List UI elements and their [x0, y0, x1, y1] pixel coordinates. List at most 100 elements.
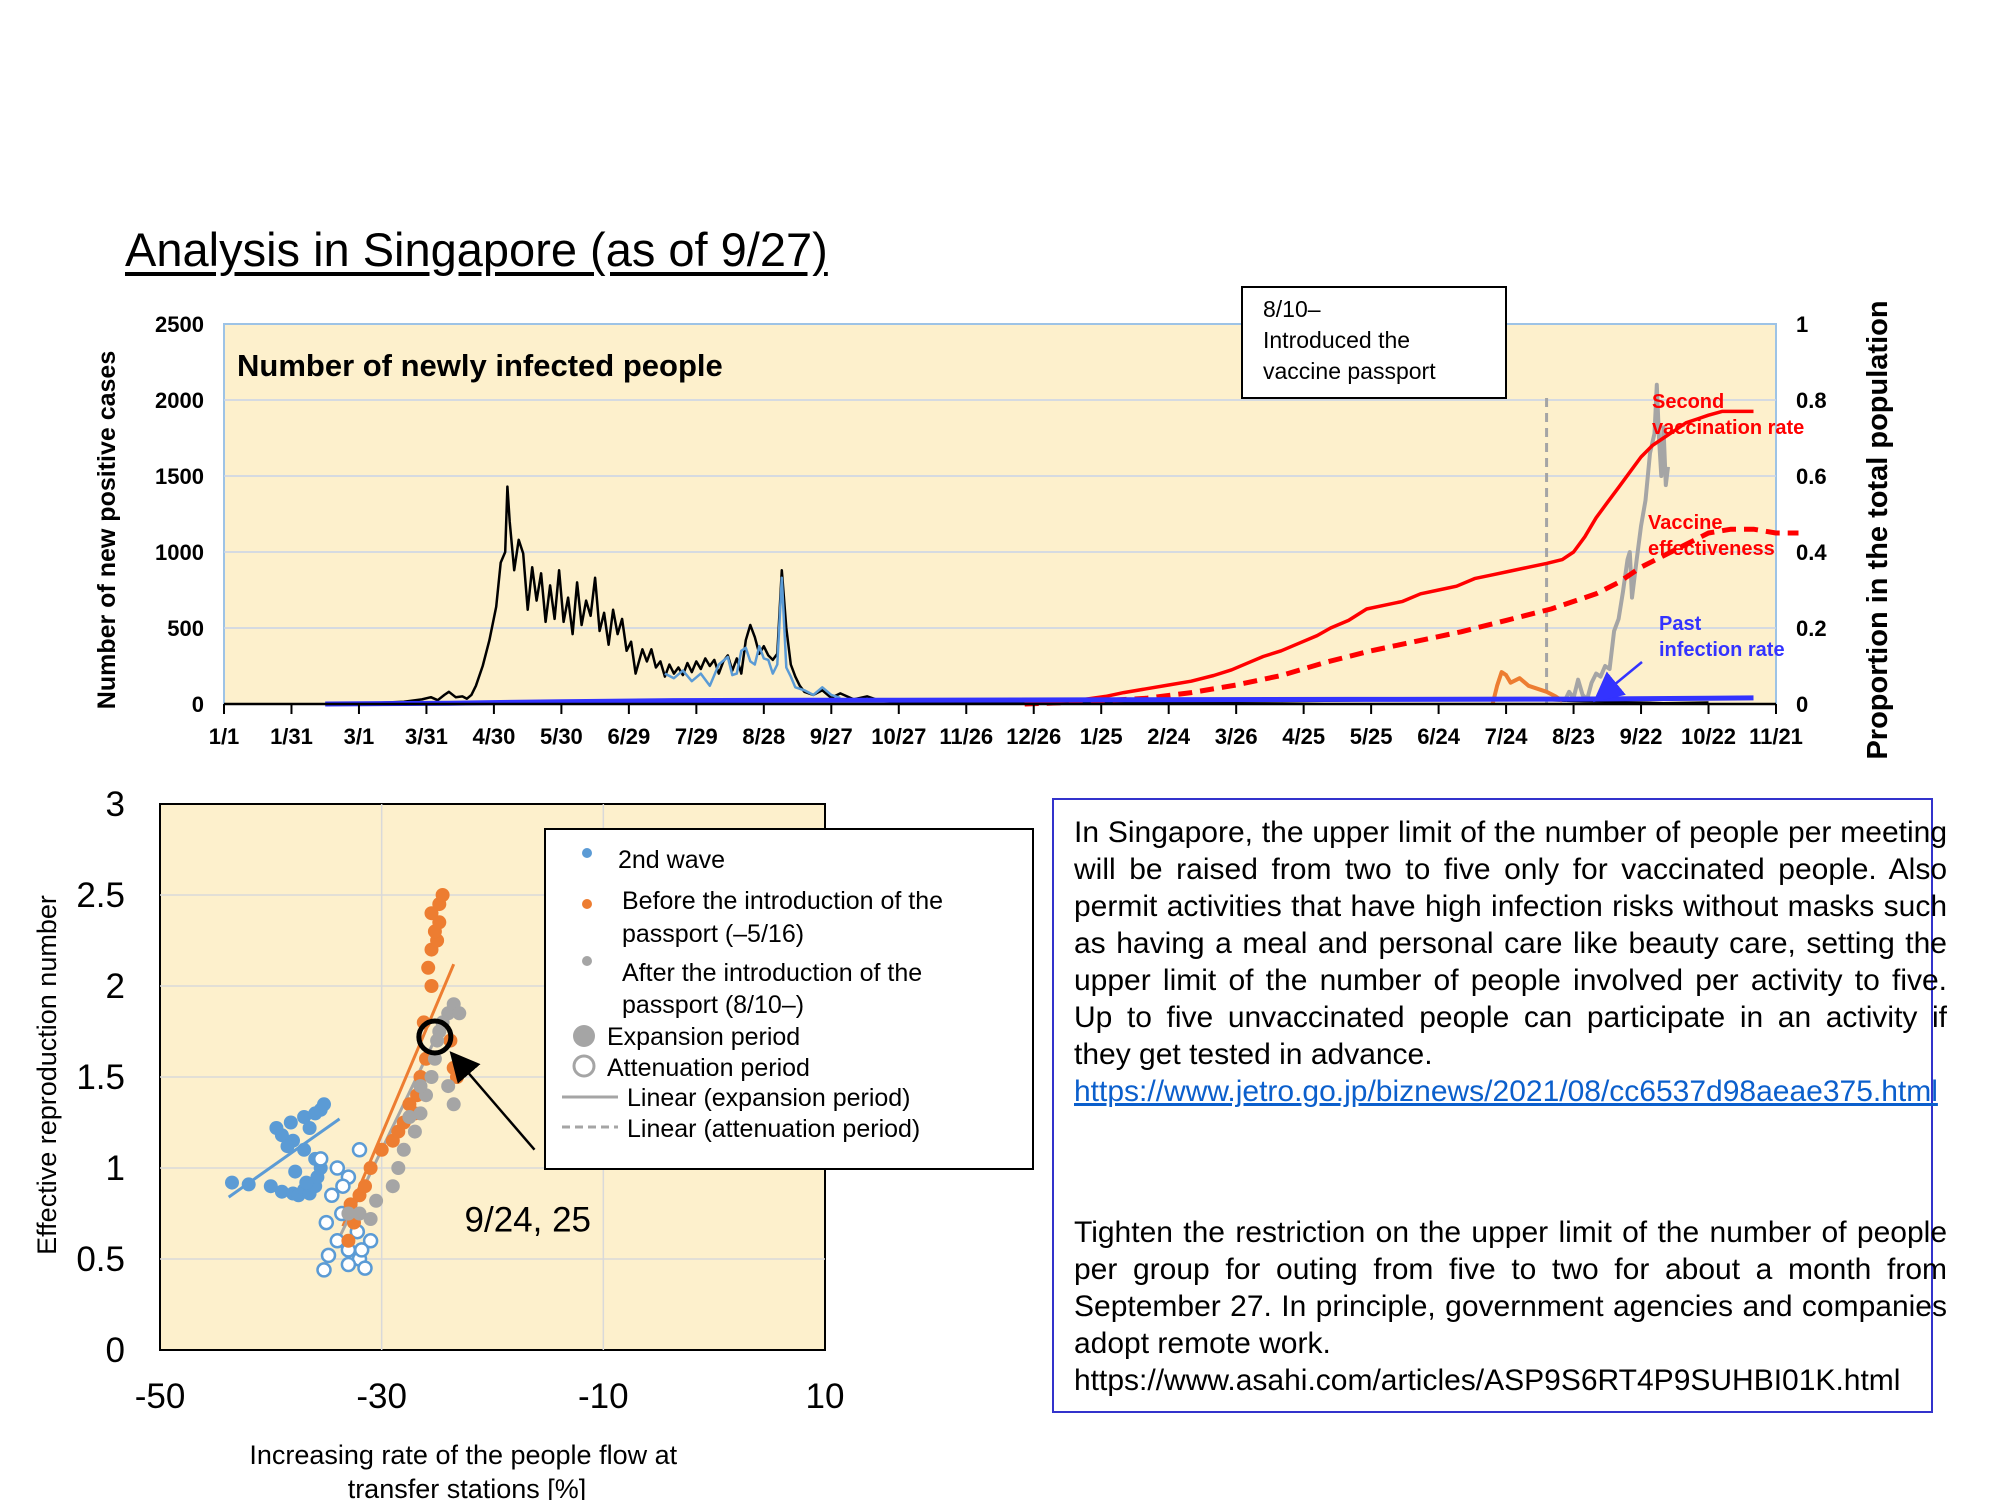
scatter-point-s1-3 [351, 1142, 368, 1158]
scatter-point-s3-6 [396, 1142, 411, 1157]
info-paragraph-2-text: Tighten the restriction on the upper lim… [1074, 1216, 1947, 1360]
top-y2-tick-label: 0.6 [1796, 464, 1827, 489]
top-x-tick-label: 1/31 [270, 724, 313, 749]
scatter-point-s0-18 [302, 1121, 317, 1135]
top-chart-plot-area [223, 323, 1777, 705]
past-infection-rate-label: Past infection rate [1659, 613, 1785, 661]
scatter-point-s3-8 [413, 1106, 428, 1121]
vaccine-effectiveness-label: Vaccine effectiveness [1648, 512, 1775, 560]
asahi-url: https://www.asahi.com/articles/ASP9S6RT4… [1074, 1364, 1901, 1397]
scatter-point-s3-17 [452, 1006, 467, 1021]
legend-2nd-wave: 2nd wave [618, 846, 725, 874]
legend-after-passport-marker [582, 956, 592, 966]
info-paragraph-1: In Singapore, the upper limit of the num… [1074, 814, 1947, 1110]
vaccine-passport-annotation-box [1241, 286, 1507, 399]
legend-linear-attenuation: Linear (attenuation period) [627, 1115, 920, 1143]
scatter-y-tick-label: 1.5 [76, 1058, 125, 1097]
scatter-x-tick-label: -50 [135, 1377, 186, 1416]
page-title: Analysis in Singapore (as of 9/27) [125, 223, 828, 276]
legend-attenuation-marker [572, 1054, 596, 1078]
scatter-point-s0-2 [263, 1179, 278, 1194]
top-y2-tick-label: 1 [1796, 312, 1808, 337]
top-series-5-line [1024, 526, 1799, 707]
top-y2-tick-label: 0.8 [1796, 388, 1827, 413]
scatter-point-s0-1 [241, 1177, 256, 1192]
top-x-tick-label: 9/27 [810, 724, 853, 749]
scatter-point-s3-5 [391, 1161, 406, 1175]
scatter-point-s3-4 [385, 1179, 400, 1194]
scatter-point-s1-11 [340, 1256, 357, 1273]
scatter-point-s3-20 [413, 1079, 428, 1094]
info-paragraph-1-text: In Singapore, the upper limit of the num… [1074, 816, 1947, 1071]
scatter-y-tick-label: 0.5 [76, 1240, 125, 1279]
top-x-tick-label: 11/26 [939, 724, 993, 749]
scatter-point-s1-12 [316, 1262, 332, 1278]
top-x-tick-label: 6/29 [607, 724, 650, 749]
top-x-tick-label: 2/24 [1147, 724, 1191, 749]
scatter-point-s0-3 [274, 1184, 289, 1199]
top-x-tick-label: 6/24 [1417, 724, 1461, 749]
top-series-2-line [1490, 670, 1564, 705]
scatter-legend: 2nd wave Before the introduction of the … [544, 828, 1034, 1170]
scatter-point-s2-4 [363, 1161, 378, 1175]
scatter-point-s3-2 [363, 1212, 378, 1226]
scatter-point-s0-0 [225, 1175, 239, 1190]
top-x-tick-label: 5/25 [1350, 724, 1393, 749]
scatter-point-s2-20 [424, 906, 439, 921]
scatter-point-s2-3 [358, 1179, 372, 1194]
scatter-point-s2-26 [402, 1097, 417, 1112]
scatter-y-tick-label: 3 [106, 785, 125, 824]
top-y-tick-label: 2000 [155, 388, 204, 413]
top-chart-title: Number of newly infected people [237, 348, 723, 383]
legend-expansion-marker [573, 1025, 595, 1047]
top-x-tick-label: 4/25 [1282, 724, 1325, 749]
top-x-tick-label: 7/24 [1485, 724, 1529, 749]
scatter-point-s3-7 [407, 1124, 422, 1139]
scatter-point-s1-13 [362, 1233, 379, 1249]
scatter-point-s0-15 [269, 1121, 284, 1135]
top-y2-tick-label: 0.2 [1796, 616, 1827, 641]
reproduction-scatter-chart: 0 0.5 1 1.5 2 2.5 3 -50 -30 -10 10 Effective repro… [32, 785, 1034, 1500]
info-text-box: In Singapore, the upper limit of the num… [1052, 798, 1947, 1413]
top-y-tick-label: 1500 [155, 464, 204, 489]
scatter-point-s1-0 [312, 1151, 329, 1167]
new-infections-chart: 0 500 1000 1500 2000 2500 0 0.2 0.4 0.6 0.8 1 1/1 1/3… [93, 286, 1894, 760]
top-series-4-line [1024, 409, 1754, 706]
highlight-point-9-24-25 [416, 1018, 454, 1056]
top-x-tick-label: 8/28 [742, 724, 785, 749]
scatter-point-s0-22 [280, 1139, 295, 1154]
past-infection-arrow [1593, 661, 1643, 703]
scatter-point-s3-18 [446, 1097, 461, 1112]
scatter-y-tick-label: 1 [106, 1149, 125, 1188]
info-paragraph-2: Tighten the restriction on the upper lim… [1074, 1214, 1947, 1399]
scatter-point-s3-21 [402, 1110, 417, 1124]
scatter-point-s2-22 [435, 888, 450, 902]
scatter-y-axis-label: Effective reproduction number [32, 895, 62, 1255]
scatter-point-s3-19 [441, 1079, 456, 1094]
scatter-point-s0-21 [317, 1097, 331, 1112]
top-x-tick-label: 11/21 [1749, 724, 1803, 749]
scatter-x-tick-label: -30 [356, 1377, 407, 1416]
top-x-tick-label: 12/26 [1006, 724, 1061, 749]
scatter-point-s0-23 [288, 1164, 303, 1179]
scatter-point-s1-4 [335, 1178, 351, 1194]
scatter-point-s3-1 [352, 1206, 367, 1221]
scatter-point-s2-19 [432, 915, 447, 930]
top-x-tick-label: 7/29 [675, 724, 718, 749]
legend-after-passport: After the introduction of the passport (… [622, 959, 929, 1019]
top-x-tick-label: 1/1 [209, 724, 240, 749]
scatter-y-tick-label: 0 [106, 1331, 125, 1370]
scatter-point-s0-24 [299, 1175, 314, 1190]
top-x-tick-label: 3/1 [344, 724, 375, 749]
top-x-tick-label: 10/22 [1681, 724, 1736, 749]
scatter-x-tick-label: 10 [806, 1377, 845, 1416]
top-y2-tick-label: 0.4 [1796, 540, 1827, 565]
scatter-point-s1-1 [329, 1160, 346, 1176]
scatter-point-s1-16 [320, 1247, 337, 1264]
top-series-0-line [340, 485, 1709, 706]
legend-before-passport-marker [582, 899, 592, 909]
top-y-tick-label: 2500 [155, 312, 204, 337]
legend-before-passport: Before the introduction of the passport … [622, 887, 950, 948]
jetro-link[interactable]: https://www.jetro.go.jp/biznews/2021/08/… [1074, 1075, 1938, 1108]
